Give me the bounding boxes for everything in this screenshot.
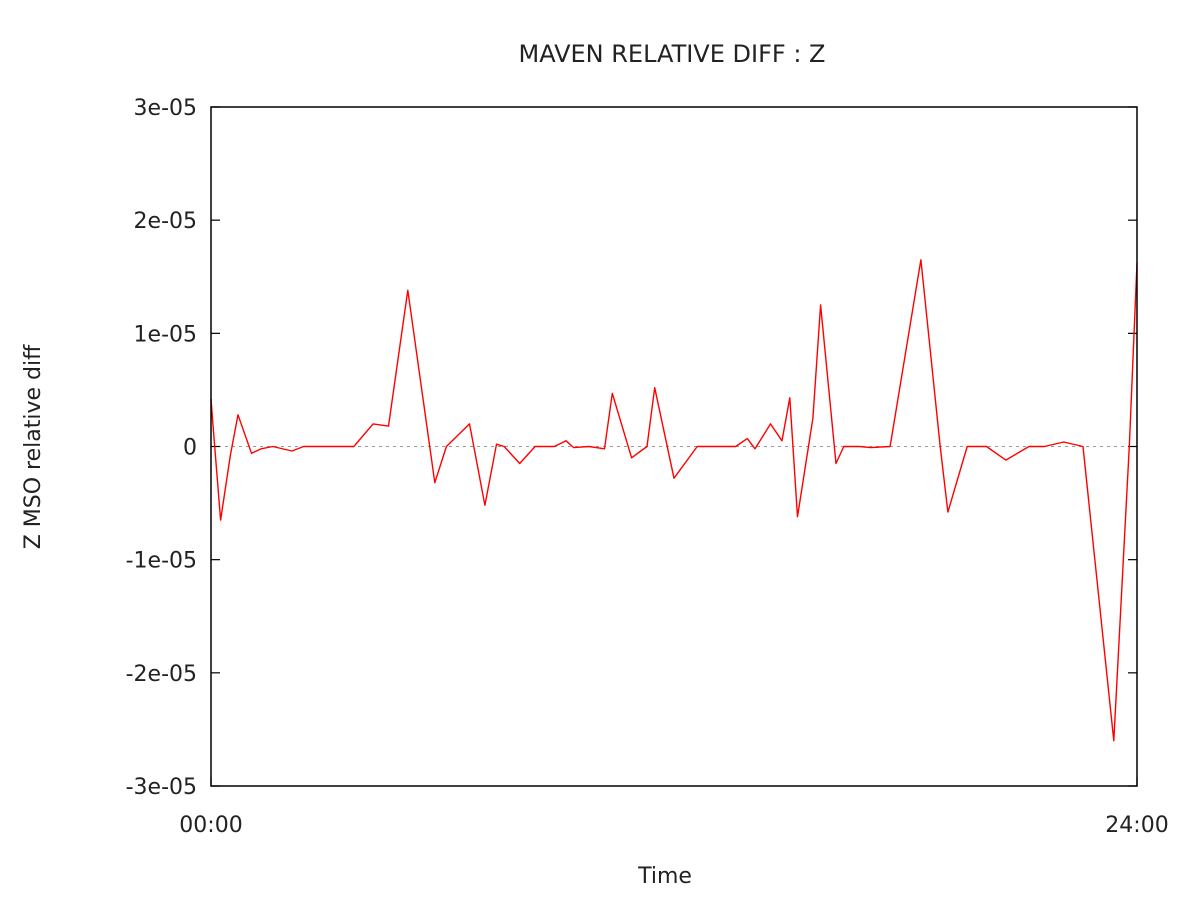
y-tick-label: -3e-05 (126, 775, 197, 800)
y-tick-label: 0 (183, 436, 197, 461)
chart-title: MAVEN RELATIVE DIFF : Z (519, 40, 826, 68)
series-line (210, 259, 1138, 742)
y-axis: 3e-05 2e-05 1e-05 0 -1e-05 -2e-05 -3e-05 (126, 96, 1137, 800)
y-tick-label: 2e-05 (134, 209, 197, 234)
x-tick-label: 24:00 (1105, 813, 1168, 838)
series-layer (210, 259, 1138, 742)
y-axis-label: Z MSO relative diff (21, 344, 46, 549)
x-axis-label: Time (637, 864, 692, 889)
x-tick-label: 00:00 (179, 813, 242, 838)
y-tick-label: 1e-05 (134, 322, 197, 347)
plot-frame (210, 106, 1138, 787)
y-tick-label: -1e-05 (126, 549, 197, 574)
y-tick-label: -2e-05 (126, 662, 197, 687)
y-tick-label: 3e-05 (134, 96, 197, 121)
